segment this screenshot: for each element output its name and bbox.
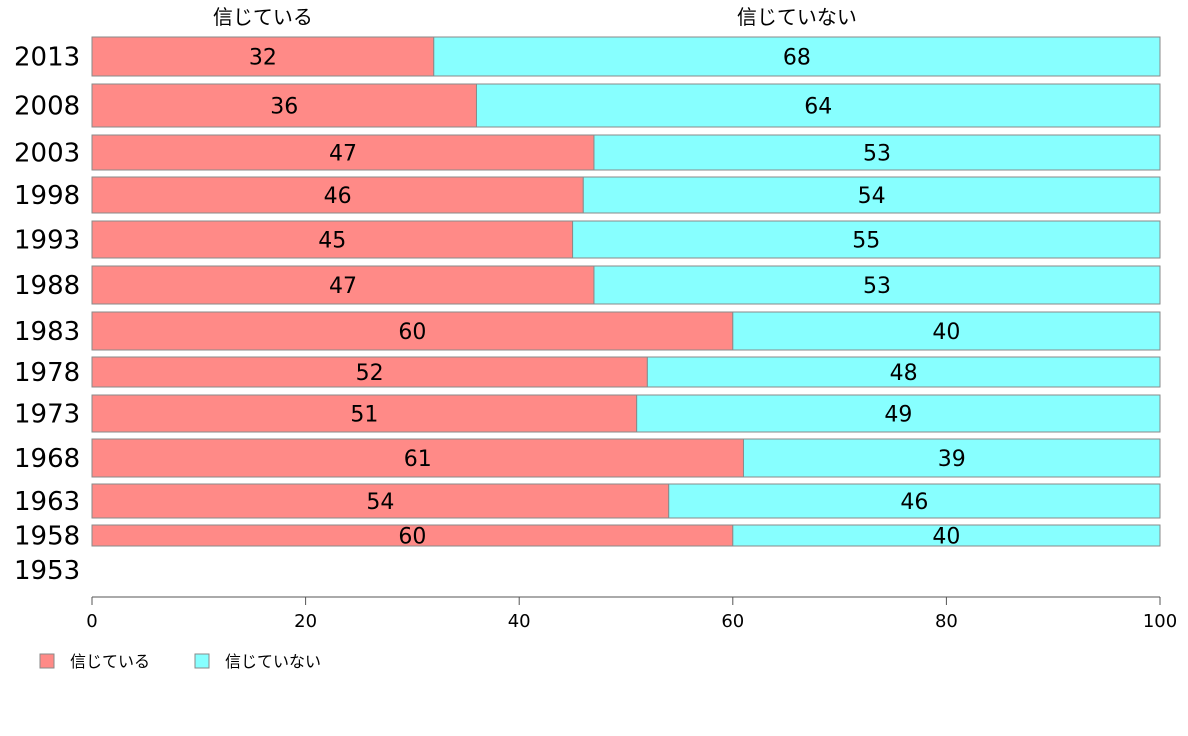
bar-value-label: 46 bbox=[324, 184, 352, 209]
bar-value-label: 32 bbox=[249, 46, 277, 71]
bar-value-label: 47 bbox=[329, 142, 357, 167]
bar-value-label: 54 bbox=[858, 184, 886, 209]
bar-value-label: 61 bbox=[404, 447, 432, 472]
x-tick-label: 20 bbox=[294, 611, 317, 632]
bar-segment-believe bbox=[91, 36, 435, 77]
x-axis: 0 20 40 60 80 100 bbox=[86, 596, 1177, 632]
bars-group: 32 68 36 64 47 53 46 54 45 55 47 53 60 40 52 48 51 49 61 39… bbox=[91, 36, 1161, 550]
legend-swatch bbox=[194, 653, 210, 669]
bar-value-label: 60 bbox=[398, 320, 426, 345]
bar-value-label: 53 bbox=[863, 142, 891, 167]
bar-segment-believe bbox=[91, 311, 734, 351]
bar-value-label: 54 bbox=[366, 490, 394, 515]
year-label: 2003 bbox=[14, 139, 80, 169]
series-headers: 信じている 信じていない bbox=[213, 5, 857, 29]
bar-segment-not-believe bbox=[475, 83, 1161, 128]
legend-swatch bbox=[39, 653, 55, 669]
bar-segment-believe bbox=[91, 438, 744, 478]
bar-value-label: 60 bbox=[398, 525, 426, 550]
year-label: 1983 bbox=[14, 317, 80, 347]
bar-value-label: 45 bbox=[318, 229, 346, 254]
bar-value-label: 49 bbox=[884, 403, 912, 428]
year-label: 1973 bbox=[14, 400, 80, 430]
bar-value-label: 53 bbox=[863, 274, 891, 299]
series-header-0: 信じている bbox=[213, 5, 313, 29]
bar-segment-not-believe bbox=[572, 220, 1161, 259]
year-labels: 2013 2008 2003 1998 1993 1988 1983 1978 1973 1968… bbox=[14, 43, 80, 587]
bar-segment-believe bbox=[91, 176, 584, 214]
legend-label: 信じていない bbox=[225, 652, 321, 671]
bar-segment-believe bbox=[91, 220, 574, 259]
bar-value-label: 52 bbox=[356, 361, 384, 386]
x-tick-label: 0 bbox=[86, 611, 97, 632]
bar-value-label: 36 bbox=[270, 95, 298, 120]
year-label: 2008 bbox=[14, 92, 80, 122]
bar-value-label: 55 bbox=[852, 229, 880, 254]
bar-segment-believe bbox=[91, 134, 595, 171]
bar-value-label: 40 bbox=[932, 320, 960, 345]
year-label: 1998 bbox=[14, 181, 80, 211]
x-tick-label: 100 bbox=[1143, 611, 1177, 632]
bar-segment-not-believe bbox=[742, 438, 1161, 478]
year-label: 2013 bbox=[14, 43, 80, 73]
bar-value-label: 64 bbox=[804, 95, 832, 120]
bar-value-label: 46 bbox=[900, 490, 928, 515]
bar-segment-not-believe bbox=[582, 176, 1161, 214]
bar-segment-not-believe bbox=[668, 483, 1161, 519]
year-label: 1988 bbox=[14, 271, 80, 301]
bar-segment-believe bbox=[91, 483, 670, 519]
x-tick-label: 60 bbox=[721, 611, 744, 632]
year-label: 1963 bbox=[14, 487, 80, 517]
bar-segment-not-believe bbox=[732, 524, 1161, 547]
legend: 信じている 信じていない bbox=[39, 652, 321, 671]
bar-segment-believe bbox=[91, 83, 477, 128]
bar-value-label: 51 bbox=[350, 403, 378, 428]
year-label: 1968 bbox=[14, 444, 80, 474]
bar-segment-not-believe bbox=[732, 311, 1161, 351]
bar-segment-not-believe bbox=[593, 134, 1161, 171]
bar-segment-not-believe bbox=[646, 356, 1161, 388]
bar-segment-not-believe bbox=[433, 36, 1161, 77]
year-label: 1953 bbox=[14, 556, 80, 586]
bar-value-label: 68 bbox=[783, 46, 811, 71]
bar-segment-not-believe bbox=[593, 265, 1161, 305]
x-tick-label: 80 bbox=[935, 611, 958, 632]
year-label: 1958 bbox=[14, 522, 80, 552]
bar-value-label: 48 bbox=[890, 361, 918, 386]
year-label: 1993 bbox=[14, 226, 80, 256]
bar-value-label: 39 bbox=[938, 447, 966, 472]
bar-value-label: 40 bbox=[932, 525, 960, 550]
x-tick-label: 40 bbox=[508, 611, 531, 632]
series-header-1: 信じていない bbox=[737, 5, 857, 29]
legend-label: 信じている bbox=[70, 652, 150, 671]
year-label: 1978 bbox=[14, 358, 80, 388]
bar-segment-not-believe bbox=[636, 394, 1161, 433]
bar-value-label: 47 bbox=[329, 274, 357, 299]
bar-segment-believe bbox=[91, 394, 638, 433]
